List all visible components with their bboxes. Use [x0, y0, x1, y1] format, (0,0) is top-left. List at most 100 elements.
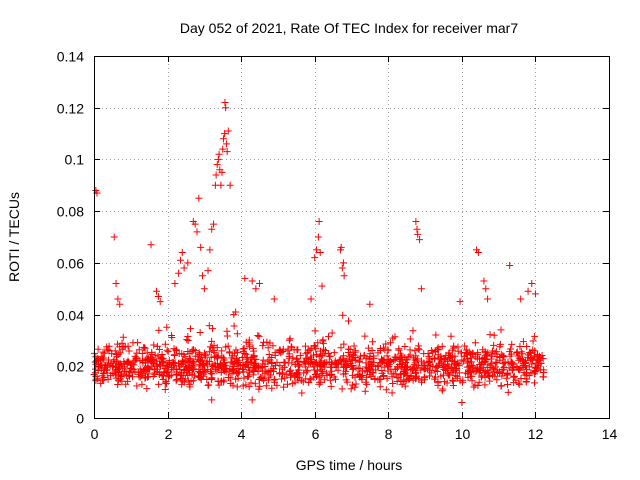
data-point	[208, 337, 216, 345]
data-point	[161, 340, 169, 348]
data-point	[209, 362, 217, 370]
data-point	[488, 350, 496, 358]
data-point	[147, 241, 155, 249]
data-point	[213, 359, 221, 367]
data-point	[536, 355, 544, 363]
data-point	[161, 379, 169, 387]
data-point	[177, 361, 185, 369]
data-point	[138, 349, 146, 357]
data-point	[143, 364, 151, 372]
data-point	[340, 340, 348, 348]
data-point	[449, 368, 457, 376]
data-point	[194, 352, 202, 360]
data-point	[205, 358, 213, 366]
data-point	[255, 332, 263, 340]
data-point	[141, 374, 149, 382]
data-point	[506, 352, 514, 360]
data-point	[338, 385, 346, 393]
data-point	[217, 378, 225, 386]
data-point	[337, 243, 345, 251]
data-point	[268, 384, 276, 392]
data-point	[535, 356, 543, 364]
data-point	[332, 364, 340, 372]
data-point	[208, 370, 216, 378]
data-point	[264, 344, 272, 352]
data-point	[338, 355, 346, 363]
data-point	[158, 355, 166, 363]
data-point	[366, 350, 374, 358]
data-point	[412, 373, 420, 381]
data-point	[420, 373, 428, 381]
data-point	[388, 389, 396, 397]
data-point	[534, 361, 542, 369]
data-point	[249, 365, 257, 373]
data-point	[476, 367, 484, 375]
data-point	[255, 385, 263, 393]
data-point	[318, 357, 326, 365]
data-point	[358, 371, 366, 379]
data-point	[210, 220, 218, 228]
data-point	[294, 376, 302, 384]
data-point	[314, 233, 322, 241]
data-point	[148, 348, 156, 356]
data-point	[486, 331, 494, 339]
data-point	[179, 356, 187, 364]
data-point	[414, 345, 422, 353]
data-point	[328, 367, 336, 375]
data-point	[503, 374, 511, 382]
data-point	[360, 352, 368, 360]
data-point	[522, 378, 530, 386]
data-point	[393, 354, 401, 362]
x-tick-label: 10	[455, 426, 471, 442]
data-point	[94, 375, 102, 383]
data-point	[517, 374, 525, 382]
data-point	[137, 368, 145, 376]
data-point	[154, 365, 162, 373]
data-point	[233, 330, 241, 338]
data-point	[136, 357, 144, 365]
data-point	[420, 364, 428, 372]
data-point	[184, 333, 192, 341]
data-point	[432, 331, 440, 339]
data-point	[222, 104, 230, 112]
data-point	[127, 369, 135, 377]
data-point	[415, 346, 423, 354]
data-point	[164, 348, 172, 356]
data-point	[337, 360, 345, 368]
data-point	[204, 381, 212, 389]
data-point	[280, 358, 288, 366]
data-point	[285, 336, 293, 344]
data-point	[310, 342, 318, 350]
data-point	[302, 354, 310, 362]
data-point	[210, 347, 218, 355]
data-point	[343, 378, 351, 386]
data-point	[315, 380, 323, 388]
data-point	[98, 372, 106, 380]
data-point	[180, 350, 188, 358]
data-point	[398, 380, 406, 388]
data-point	[273, 381, 281, 389]
data-point	[458, 356, 466, 364]
data-point	[206, 246, 214, 254]
data-point	[240, 344, 248, 352]
data-point	[135, 346, 143, 354]
data-point	[176, 256, 184, 264]
data-point	[376, 359, 384, 367]
data-point	[347, 351, 355, 359]
data-point	[100, 376, 108, 384]
data-point	[158, 372, 166, 380]
data-point	[189, 360, 197, 368]
data-point	[311, 254, 319, 262]
y-tick-label: 0.02	[57, 359, 84, 375]
data-point	[527, 355, 535, 363]
data-point	[340, 352, 348, 360]
data-point	[490, 341, 498, 349]
data-point	[269, 365, 277, 373]
data-point	[296, 361, 304, 369]
data-point	[461, 342, 469, 350]
data-point	[319, 351, 327, 359]
data-point	[411, 347, 419, 355]
data-point	[328, 329, 336, 337]
y-tick-label: 0.06	[57, 256, 84, 272]
